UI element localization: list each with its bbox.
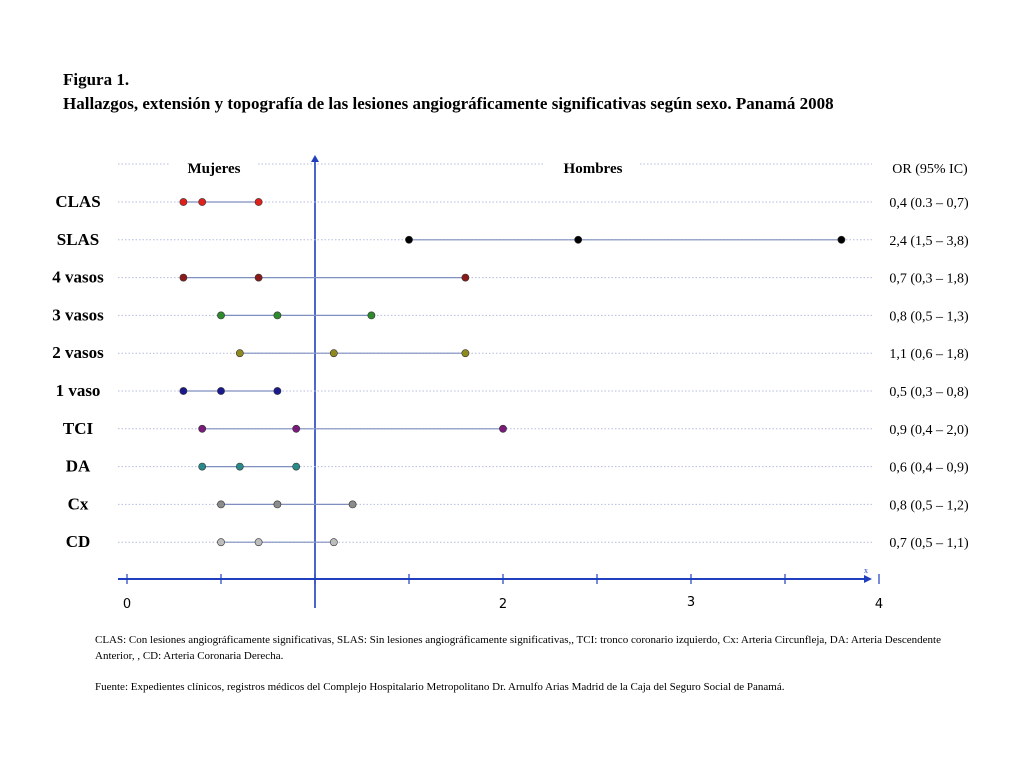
reference-line-arrow bbox=[311, 155, 319, 162]
row-label: DA bbox=[66, 457, 91, 476]
or-ci-value: 0,7 (0,3 – 1,8) bbox=[889, 272, 969, 287]
ci-lower-marker bbox=[217, 500, 225, 509]
ci-upper-marker bbox=[461, 273, 470, 282]
forest-plot: x 0 2 3 4 CLAS 0,4 (0.3 – 0,7) SLAS 2,4 (1,5 –… bbox=[52, 155, 969, 612]
ci-lower-marker bbox=[179, 198, 188, 206]
or-ci-value: 1,1 (0,6 – 1,8) bbox=[889, 347, 969, 362]
forest-row: CD 0,7 (0,5 – 1,1) bbox=[66, 532, 969, 551]
ci-upper-marker bbox=[367, 311, 376, 320]
ci-lower-marker bbox=[179, 387, 188, 395]
x-tick-label: 3 bbox=[687, 595, 695, 610]
point-estimate-marker bbox=[198, 198, 207, 206]
row-label: 4 vasos bbox=[52, 268, 104, 287]
or-ci-value: 0,5 (0,3 – 0,8) bbox=[889, 385, 969, 400]
forest-row: 1 vaso 0,5 (0,3 – 0,8) bbox=[56, 381, 969, 400]
point-estimate-marker bbox=[574, 235, 583, 244]
row-label: CD bbox=[66, 532, 91, 551]
x-axis-ticks: 0 2 3 4 bbox=[123, 574, 883, 612]
x-tick-label: 0 bbox=[123, 597, 131, 612]
or-ci-value: 0,8 (0,5 – 1,3) bbox=[889, 309, 969, 324]
or-ci-value: 0,9 (0,4 – 2,0) bbox=[889, 423, 969, 438]
abbreviations-note: CLAS: Con lesiones angiográficamente sig… bbox=[95, 634, 941, 662]
point-estimate-marker bbox=[292, 424, 301, 433]
source-note: Fuente: Expedientes clínicos, registros … bbox=[95, 681, 785, 693]
column-label-men: Hombres bbox=[564, 161, 623, 177]
forest-row: TCI 0,9 (0,4 – 2,0) bbox=[63, 419, 969, 438]
x-axis-end-label: x bbox=[864, 566, 868, 575]
ci-upper-marker bbox=[461, 349, 470, 358]
point-estimate-marker bbox=[273, 500, 282, 509]
forest-row: 3 vasos 0,8 (0,5 – 1,3) bbox=[52, 305, 969, 324]
or-ci-value: 2,4 (1,5 – 3,8) bbox=[889, 234, 969, 249]
point-estimate-marker bbox=[254, 538, 263, 547]
column-label-women: Mujeres bbox=[187, 161, 240, 177]
forest-row: 4 vasos 0,7 (0,3 – 1,8) bbox=[52, 268, 969, 287]
column-label-or: OR (95% IC) bbox=[892, 162, 968, 177]
forest-row: Cx 0,8 (0,5 – 1,2) bbox=[68, 494, 969, 513]
point-estimate-marker bbox=[329, 349, 338, 358]
x-axis-arrow bbox=[864, 575, 872, 583]
forest-row: SLAS 2,4 (1,5 – 3,8) bbox=[57, 230, 969, 249]
x-tick-label: 4 bbox=[875, 597, 883, 612]
ci-upper-marker bbox=[499, 424, 507, 433]
ci-upper-marker bbox=[273, 387, 282, 395]
ci-upper-marker bbox=[254, 198, 263, 206]
forest-row: CLAS 0,4 (0.3 – 0,7) bbox=[55, 192, 969, 211]
ci-lower-marker bbox=[405, 235, 413, 244]
figure-caption: Hallazgos, extensión y topografía de las… bbox=[63, 94, 834, 113]
or-ci-value: 0,7 (0,5 – 1,1) bbox=[889, 536, 969, 551]
or-ci-value: 0,4 (0.3 – 0,7) bbox=[889, 196, 969, 211]
ci-lower-marker bbox=[179, 273, 188, 282]
row-label: 1 vaso bbox=[56, 381, 101, 400]
point-estimate-marker bbox=[273, 311, 282, 320]
ci-lower-marker bbox=[198, 462, 207, 471]
row-label: TCI bbox=[63, 419, 94, 438]
point-estimate-marker bbox=[254, 273, 263, 282]
ci-lower-marker bbox=[235, 349, 244, 358]
ci-upper-marker bbox=[348, 500, 357, 509]
forest-row: DA 0,6 (0,4 – 0,9) bbox=[66, 457, 969, 476]
axes: x bbox=[118, 155, 872, 608]
row-label: Cx bbox=[68, 494, 89, 513]
x-tick-label: 2 bbox=[499, 597, 507, 612]
ci-lower-marker bbox=[198, 424, 207, 433]
ci-upper-marker bbox=[329, 538, 338, 547]
figure-title-block: Figura 1. Hallazgos, extensión y topogra… bbox=[63, 68, 834, 116]
forest-rows: CLAS 0,4 (0.3 – 0,7) SLAS 2,4 (1,5 – 3,8) 4 … bbox=[52, 192, 969, 551]
point-estimate-marker bbox=[235, 462, 244, 471]
or-ci-value: 0,8 (0,5 – 1,2) bbox=[889, 498, 969, 513]
row-label: 2 vasos bbox=[52, 343, 104, 362]
or-ci-value: 0,6 (0,4 – 0,9) bbox=[889, 461, 969, 476]
point-estimate-marker bbox=[217, 387, 225, 395]
ci-upper-marker bbox=[837, 235, 846, 244]
ci-upper-marker bbox=[292, 462, 301, 471]
row-label: SLAS bbox=[57, 230, 100, 249]
figure-number: Figura 1. bbox=[63, 70, 130, 89]
row-label: CLAS bbox=[55, 192, 100, 211]
row-label: 3 vasos bbox=[52, 305, 104, 324]
ci-lower-marker bbox=[217, 538, 225, 547]
forest-row: 2 vasos 1,1 (0,6 – 1,8) bbox=[52, 343, 969, 362]
ci-lower-marker bbox=[217, 311, 225, 320]
